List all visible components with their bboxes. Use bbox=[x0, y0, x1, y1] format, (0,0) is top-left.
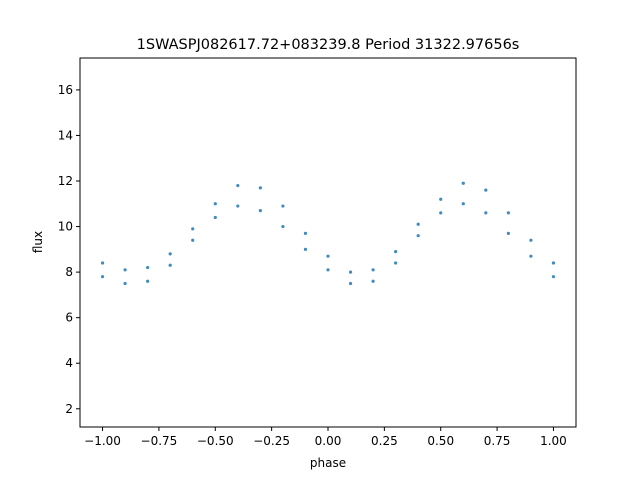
y-tick-label: 10 bbox=[58, 220, 73, 234]
data-point bbox=[100, 275, 105, 279]
data-point bbox=[551, 261, 556, 265]
data-point bbox=[168, 252, 172, 256]
data-point bbox=[146, 279, 150, 283]
y-tick-label: 12 bbox=[58, 174, 73, 188]
data-point bbox=[146, 265, 150, 270]
chart-title: 1SWASPJ082617.72+083239.8 Period 31322.9… bbox=[137, 37, 520, 53]
data-point bbox=[416, 222, 420, 226]
data-point bbox=[303, 247, 308, 251]
x-tick-label: −0.50 bbox=[197, 434, 234, 448]
data-point bbox=[529, 254, 533, 258]
data-point bbox=[303, 231, 308, 235]
plot-frame bbox=[79, 57, 577, 428]
data-point bbox=[506, 211, 510, 215]
x-tick-label: 1.00 bbox=[540, 434, 567, 448]
data-point bbox=[281, 224, 285, 229]
data-point bbox=[461, 181, 465, 185]
data-point bbox=[506, 231, 510, 235]
x-axis: −1.00 −0.75 −0.50 −0.25 0.00 0.25 0.50 0.75 1.00 bbox=[84, 427, 567, 448]
x-tick-label: 0.00 bbox=[315, 434, 342, 448]
data-point bbox=[100, 261, 105, 265]
x-tick-label: 0.50 bbox=[427, 434, 454, 448]
data-point bbox=[236, 183, 240, 188]
data-point bbox=[326, 268, 330, 272]
data-point bbox=[484, 188, 488, 192]
x-tick-label: 0.25 bbox=[371, 434, 398, 448]
data-point bbox=[416, 234, 420, 238]
data-point bbox=[258, 209, 262, 213]
x-tick-label: −1.00 bbox=[84, 434, 121, 448]
data-point bbox=[191, 238, 195, 242]
x-tick-label: −0.25 bbox=[253, 434, 290, 448]
y-tick-label: 8 bbox=[65, 265, 73, 279]
data-point bbox=[439, 197, 443, 201]
data-point bbox=[529, 238, 533, 242]
y-axis: 2 4 6 8 10 12 14 16 bbox=[58, 83, 80, 416]
y-tick-label: 6 bbox=[65, 311, 73, 325]
y-tick-label: 16 bbox=[58, 83, 73, 97]
data-point bbox=[461, 202, 465, 206]
data-point bbox=[484, 211, 488, 215]
data-point bbox=[439, 211, 443, 215]
data-point bbox=[123, 268, 127, 272]
data-point bbox=[326, 254, 330, 258]
data-point bbox=[258, 186, 262, 190]
scatter-points bbox=[100, 181, 556, 286]
y-tick-label: 2 bbox=[65, 402, 73, 416]
data-point bbox=[371, 268, 375, 272]
data-point bbox=[123, 281, 127, 286]
x-tick-label: 0.75 bbox=[484, 434, 511, 448]
data-point bbox=[168, 263, 172, 267]
data-point bbox=[236, 204, 240, 208]
data-point bbox=[213, 215, 217, 220]
y-tick-label: 4 bbox=[65, 356, 73, 370]
data-point bbox=[281, 204, 285, 208]
x-tick-label: −0.75 bbox=[141, 434, 178, 448]
data-point bbox=[394, 261, 398, 265]
y-tick-label: 14 bbox=[58, 128, 73, 142]
data-point bbox=[394, 250, 398, 254]
data-point bbox=[348, 270, 353, 274]
data-point bbox=[551, 275, 556, 279]
x-axis-label: phase bbox=[310, 456, 346, 470]
y-axis-label: flux bbox=[31, 231, 45, 253]
data-point bbox=[213, 202, 217, 206]
data-point bbox=[371, 279, 375, 283]
data-point bbox=[191, 227, 195, 231]
data-point bbox=[348, 281, 353, 286]
